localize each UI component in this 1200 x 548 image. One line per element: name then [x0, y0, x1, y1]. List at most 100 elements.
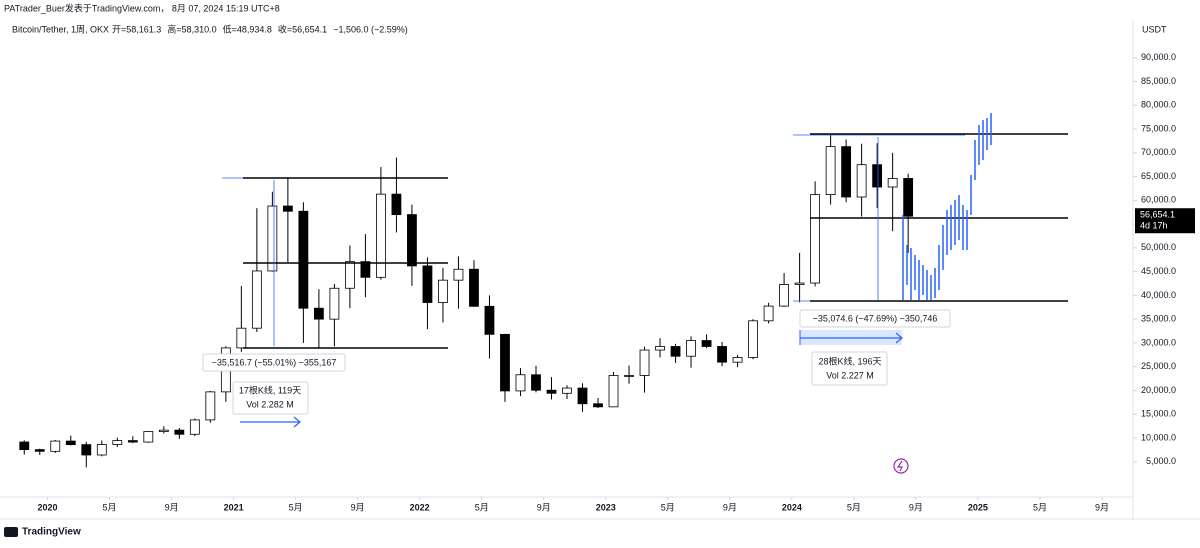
- brand: TradingView: [22, 527, 81, 538]
- candle-body: [546, 389, 557, 394]
- candle-body: [701, 340, 712, 347]
- candle-body: [407, 214, 417, 267]
- candle-body: [903, 178, 914, 217]
- candle-body: [236, 327, 247, 349]
- annotation: 17根K线, 119天: [239, 384, 301, 395]
- y-tick-label: 75,000.0: [1141, 123, 1176, 133]
- ohlc-value: −1,506.0 (−2.59%): [333, 24, 408, 34]
- candle-body: [19, 441, 30, 451]
- y-tick-label: 60,000.0: [1141, 195, 1176, 205]
- candle-body: [562, 387, 572, 394]
- projection-bars: [902, 113, 992, 300]
- x-tick-label: 5月: [661, 502, 675, 512]
- y-tick-label: 20,000.0: [1141, 385, 1176, 395]
- candle-body: [841, 146, 852, 198]
- x-tick-label: 2021: [224, 502, 244, 512]
- currency: USDT: [1142, 24, 1167, 34]
- candle-body: [655, 346, 665, 351]
- x-tick-label: 5月: [1033, 502, 1047, 512]
- candle-body: [500, 333, 510, 392]
- annotation-boxes: −35,516.7 (−55.01%) −355,167 17根K线, 119天…: [202, 309, 951, 415]
- event-icon: [893, 458, 909, 474]
- y-tick-label: 80,000.0: [1141, 100, 1176, 110]
- annotation: 28根K线, 196天: [818, 355, 881, 366]
- x-tick-label: 2022: [410, 502, 430, 512]
- candle-body: [779, 284, 789, 307]
- annotation-box: [202, 353, 346, 372]
- candle-body: [686, 340, 696, 357]
- candle-body: [593, 403, 603, 408]
- candle-body: [174, 429, 185, 435]
- candle-body: [748, 320, 758, 358]
- annotation-box: [811, 351, 888, 386]
- x-tick-label: 9月: [351, 502, 365, 512]
- annotation: Vol 2.227 M: [826, 370, 874, 380]
- ohlc-value: 高=58,310.0: [167, 23, 216, 34]
- y-tick-label: 35,000.0: [1141, 314, 1176, 324]
- credit: PATrader_Buer发表于TradingView.com， 8月 07, …: [4, 2, 280, 13]
- x-tick-label: 5月: [475, 502, 489, 512]
- candle-body: [810, 194, 821, 284]
- candle-body: [732, 357, 743, 363]
- candle-body: [608, 375, 619, 408]
- countdown: 4d 17h: [1140, 221, 1168, 231]
- candle-body: [329, 287, 340, 320]
- annotation: −35,516.7 (−55.01%) −355,167: [212, 357, 337, 367]
- candle-body: [825, 146, 836, 196]
- candle-body: [639, 349, 650, 376]
- y-tick-label: 25,000.0: [1141, 361, 1176, 371]
- candle-body: [298, 210, 309, 309]
- candle-body: [717, 346, 727, 363]
- candle-body: [360, 261, 371, 278]
- candle-body: [794, 282, 805, 285]
- y-tick-label: 50,000.0: [1141, 242, 1176, 252]
- candle-body: [189, 419, 200, 435]
- annotation: −35,074.6 (−47.69%) −350,746: [813, 313, 938, 323]
- x-tick-label: 9月: [537, 502, 551, 512]
- candle-body: [872, 164, 883, 188]
- y-tick-label: 45,000.0: [1141, 266, 1176, 276]
- y-tick-label: 40,000.0: [1141, 290, 1176, 300]
- ohlc-value: 收=56,654.1: [278, 23, 327, 34]
- candle-body: [282, 205, 293, 212]
- range-arrow: [293, 416, 301, 428]
- x-tick-label: 5月: [289, 502, 303, 512]
- candle-body: [345, 261, 355, 289]
- ohlc-header: 开=58,161.3 高=58,310.0 低=48,934.8 收=56,654.1…: [112, 23, 408, 34]
- candle-body: [96, 444, 107, 456]
- y-tick-label: 65,000.0: [1141, 171, 1176, 181]
- candle-body: [469, 268, 479, 307]
- annotation: Vol 2.282 M: [246, 399, 294, 409]
- symbol: Bitcoin/Tether, 1周, OKX: [12, 24, 109, 34]
- annotation-box: [232, 381, 309, 415]
- y-tick-label: 15,000.0: [1141, 409, 1176, 419]
- y-tick-label: 10,000.0: [1141, 432, 1176, 442]
- y-tick-label: 70,000.0: [1141, 147, 1176, 157]
- candle-body: [763, 305, 774, 322]
- candle-body: [531, 374, 541, 391]
- ohlc-value: 开=58,161.3: [112, 24, 161, 34]
- x-tick-label: 2023: [596, 502, 616, 512]
- candle-body: [205, 391, 216, 421]
- candle-body: [65, 440, 76, 446]
- candle-body: [143, 431, 154, 443]
- x-tick-label: 5月: [103, 502, 117, 512]
- candle-body: [34, 449, 45, 452]
- candle-body: [577, 387, 588, 405]
- y-tick-label: 85,000.0: [1141, 76, 1176, 86]
- candle-body: [515, 374, 526, 392]
- y-tick-label: 5,000.0: [1146, 456, 1176, 466]
- x-tick-label: 2020: [38, 502, 58, 512]
- candle-body: [484, 305, 495, 335]
- drawings: [222, 113, 1068, 474]
- candle-body: [127, 440, 138, 443]
- range-arrow: [895, 332, 903, 344]
- x-tick-label: 9月: [1095, 502, 1109, 512]
- x-tick-label: 5月: [847, 502, 861, 512]
- x-tick-label: 9月: [165, 502, 179, 512]
- x-tick-label: 2025: [968, 502, 988, 512]
- candle-body: [624, 375, 634, 377]
- x-tick-label: 9月: [909, 502, 923, 512]
